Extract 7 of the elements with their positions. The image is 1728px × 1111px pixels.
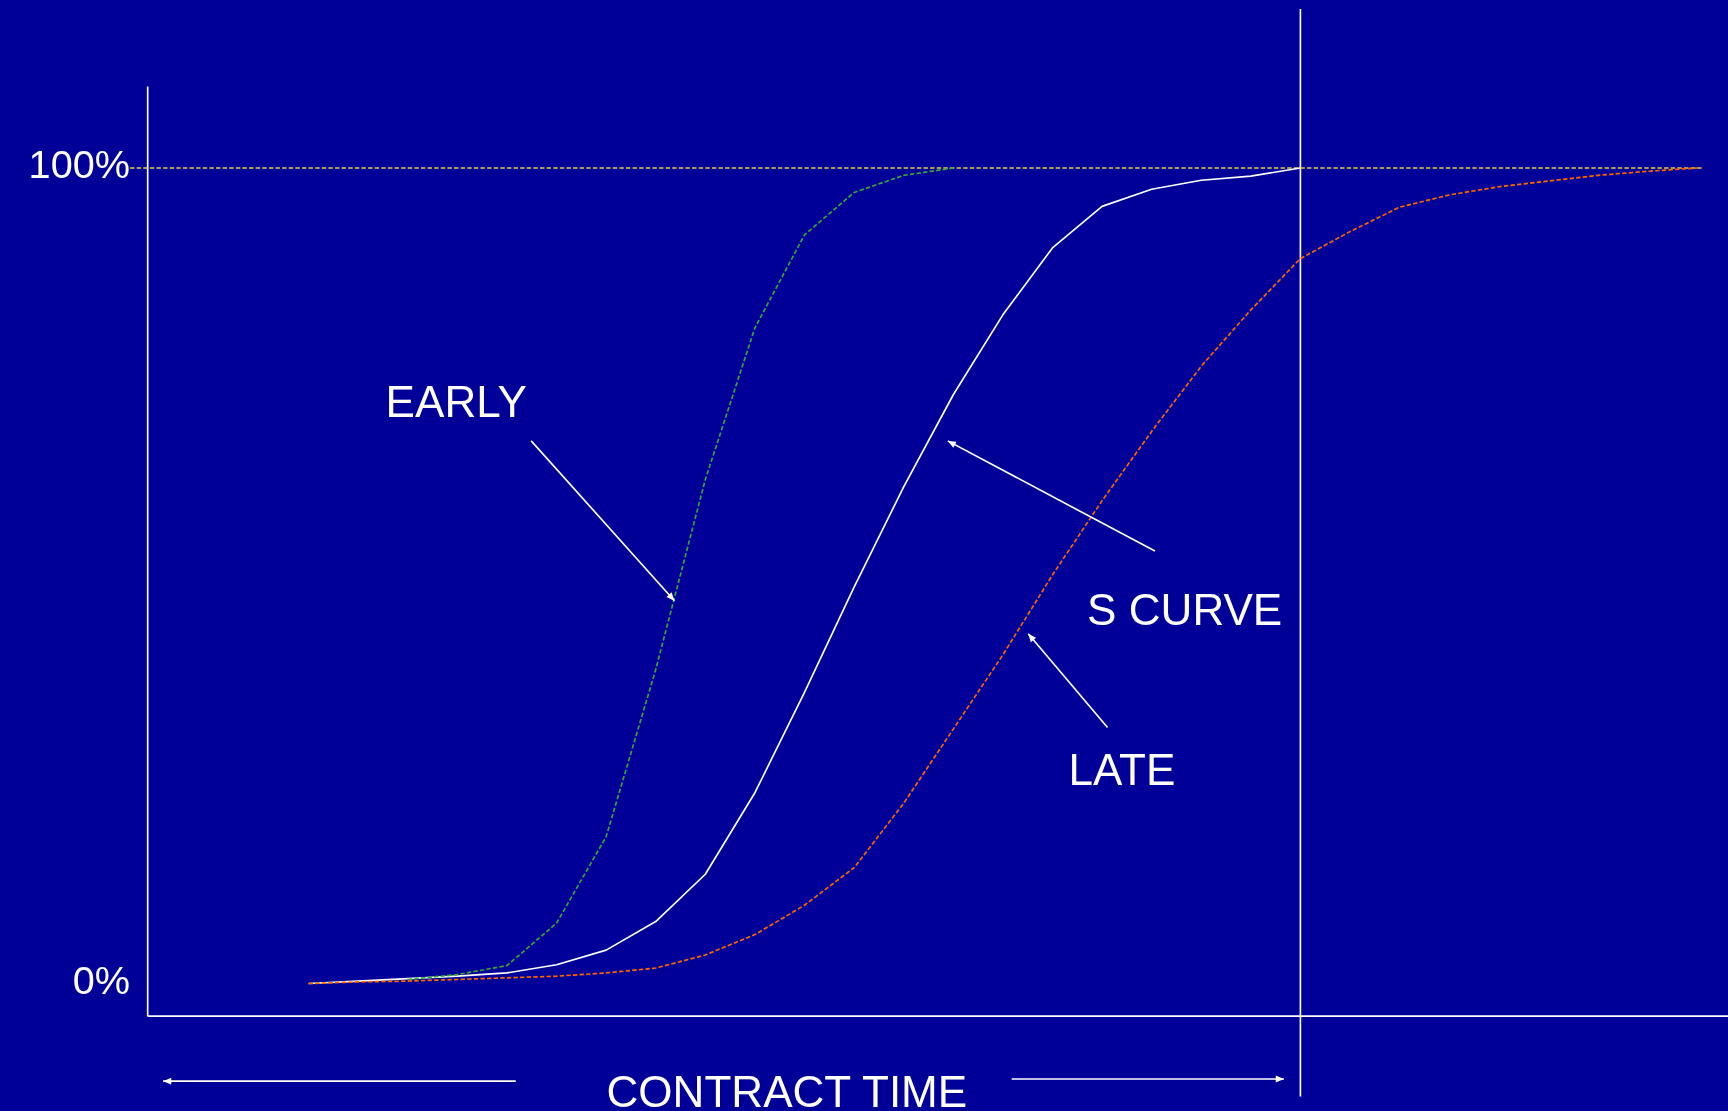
y-tick-label: 100%	[28, 142, 131, 187]
annotation: EARLY	[385, 376, 527, 426]
annotation: S CURVE	[1087, 584, 1283, 634]
y-tick-label: 0%	[72, 958, 131, 1003]
x-axis-title: CONTRACT TIME	[606, 1066, 968, 1111]
line-series	[307, 167, 1698, 985]
annotation: LATE	[1068, 744, 1176, 794]
